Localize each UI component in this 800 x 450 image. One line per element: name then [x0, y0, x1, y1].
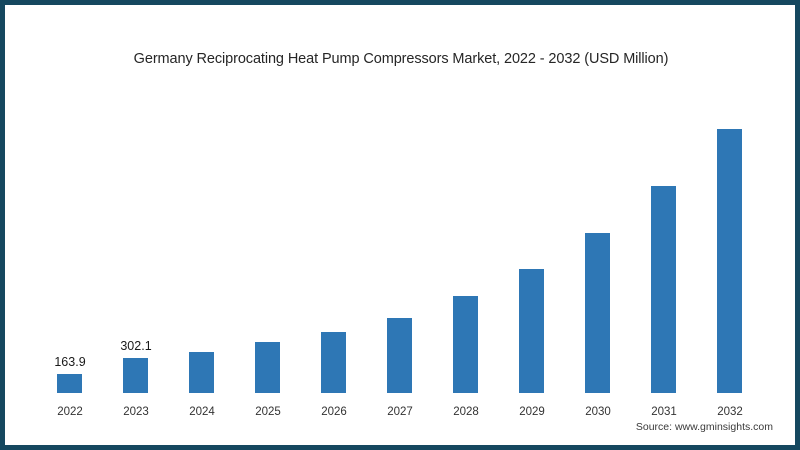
x-axis-tick-label: 2029 [519, 406, 545, 418]
bar[interactable] [255, 342, 280, 393]
bar[interactable] [321, 332, 346, 393]
bar-group: 2031 [631, 6, 697, 445]
bar-group: 2029 [499, 6, 565, 445]
bar-group: 302.1 2023 [103, 6, 169, 445]
x-axis-tick-label: 2032 [717, 406, 743, 418]
x-axis-tick-label: 2023 [123, 406, 149, 418]
bar-group: 2032 [697, 6, 763, 445]
bar[interactable] [57, 374, 82, 393]
chart-frame: Germany Reciprocating Heat Pump Compress… [5, 5, 795, 445]
page-title: Germany Reciprocating Heat Pump Compress… [133, 51, 669, 67]
x-axis-tick-label: 2026 [321, 406, 347, 418]
bar[interactable] [387, 318, 412, 393]
x-axis-tick-label: 2031 [651, 406, 677, 418]
bar[interactable] [651, 186, 676, 393]
bar-group: 2026 [301, 6, 367, 445]
bar-value-label: 163.9 [54, 355, 86, 369]
bar-group: 2030 [565, 6, 631, 445]
x-axis-tick-label: 2030 [585, 406, 611, 418]
bar-value-label: 302.1 [120, 339, 152, 353]
bar-group: 2024 [169, 6, 235, 445]
source-note: Source: www.gminsights.com [635, 421, 773, 433]
bar[interactable] [717, 129, 742, 393]
bar-group: 2028 [433, 6, 499, 445]
x-axis-tick-label: 2025 [255, 406, 281, 418]
bar[interactable] [453, 296, 478, 393]
bar[interactable] [123, 358, 148, 393]
bar[interactable] [519, 269, 544, 393]
bar[interactable] [189, 352, 214, 393]
x-axis-tick-label: 2028 [453, 406, 479, 418]
x-axis-tick-label: 2027 [387, 406, 413, 418]
bar-group: 163.9 2022 [37, 6, 103, 445]
x-axis-tick-label: 2022 [57, 406, 83, 418]
x-axis-tick-label: 2024 [189, 406, 215, 418]
bar[interactable] [585, 233, 610, 393]
plot-area: 163.9 2022 302.1 2023 2024 2025 2026 2027 2028 20… [6, 6, 795, 445]
bar-group: 2025 [235, 6, 301, 445]
bar-group: 2027 [367, 6, 433, 445]
